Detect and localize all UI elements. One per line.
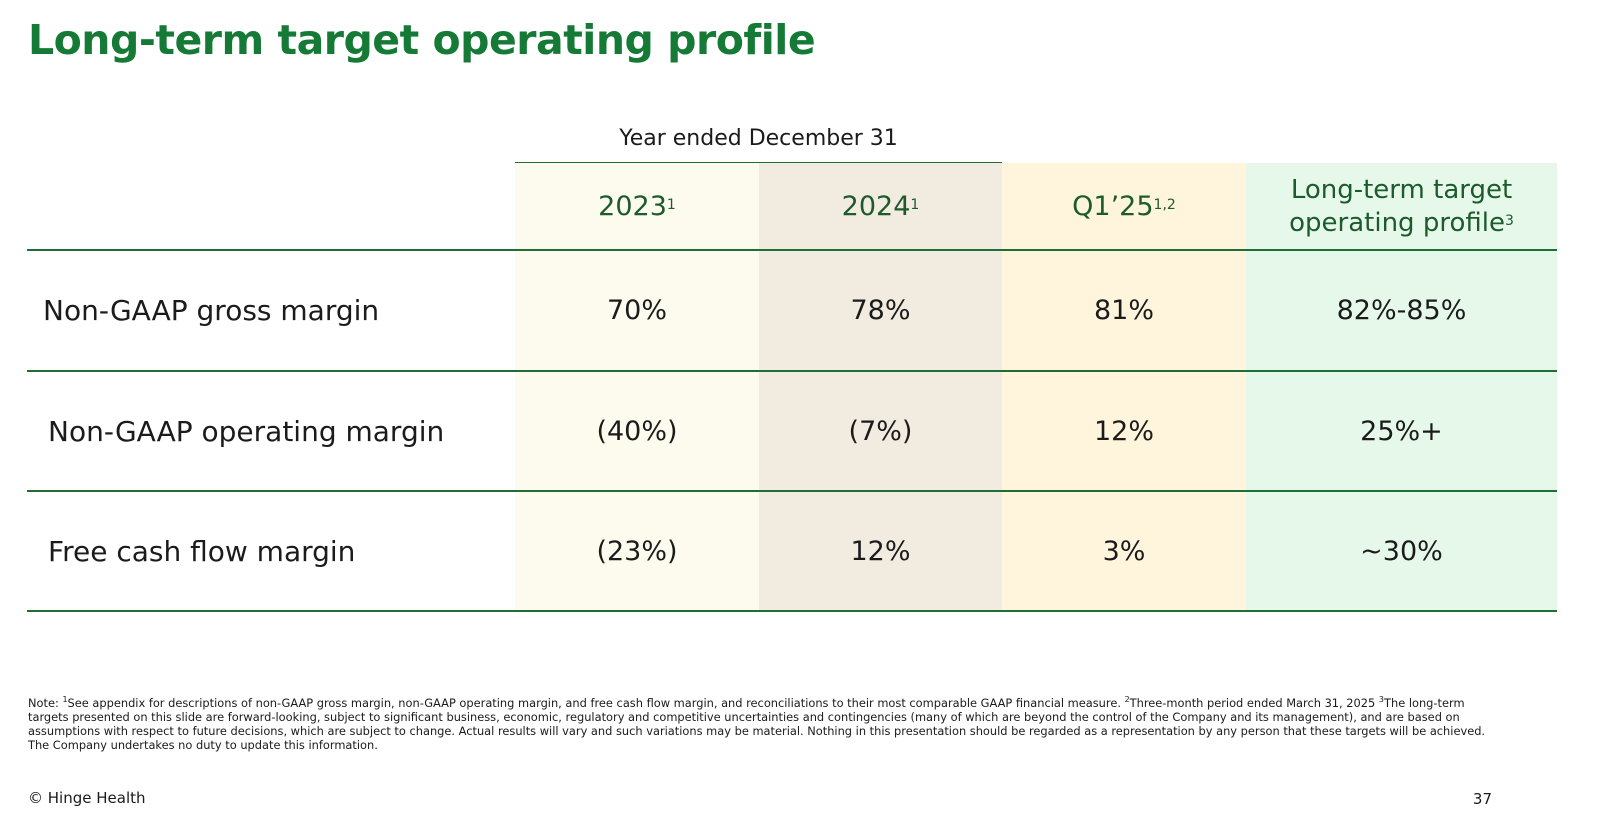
footnote-text: Note: 1See appendix for descriptions of …	[28, 693, 1508, 752]
value-2024: 78%	[850, 295, 911, 326]
copyright-footer: © Hinge Health	[28, 789, 146, 807]
column-header-2024: 2024 1	[759, 163, 1002, 250]
year-ended-header: Year ended December 31	[515, 126, 1002, 164]
note-text-1: See appendix for descriptions of non-GAA…	[67, 695, 1125, 710]
footnote-marker: 1	[910, 196, 920, 213]
column-header-label-line1: Long-term target	[1290, 174, 1513, 205]
column-2024-background	[759, 163, 1002, 612]
note-text-3: The long-term targets presented on this …	[28, 695, 1486, 752]
footnote-marker: 1,2	[1153, 196, 1176, 213]
row-label: Non-GAAP gross margin	[43, 294, 380, 327]
header-divider	[27, 249, 1557, 251]
column-2023-background	[515, 163, 759, 612]
table-bottom-rule	[27, 610, 1557, 612]
column-header-label: 2024	[841, 191, 911, 222]
value-2023: (40%)	[596, 416, 678, 447]
value-q1-25: 12%	[1093, 416, 1154, 447]
footnote-marker: 3	[1504, 212, 1514, 229]
value-long-term-target: 82%-85%	[1336, 295, 1467, 326]
column-q1-25-background	[1002, 163, 1246, 612]
table-row-free-cash-flow-margin: Free cash flow margin (23%) 12% 3% ~30%	[27, 492, 1557, 611]
note-prefix: Note:	[28, 695, 63, 710]
column-header-label-line2: operating profile	[1289, 207, 1505, 238]
row-label: Free cash flow margin	[48, 535, 356, 568]
table-row-gross-margin: Non-GAAP gross margin 70% 78% 81% 82%-85…	[27, 251, 1557, 370]
value-long-term-target: 25%+	[1360, 416, 1443, 447]
footnote-marker: 1	[666, 196, 676, 213]
column-header-2023: 2023 1	[515, 163, 759, 250]
table-header-row: 2023 1 2024 1 Q1’25 1,2 Long-term target op…	[27, 163, 1557, 250]
value-2023: (23%)	[596, 536, 678, 567]
footnote-marker: 2	[1124, 695, 1130, 704]
value-2024: (7%)	[848, 416, 913, 447]
value-long-term-target: ~30%	[1360, 536, 1443, 567]
value-q1-25: 3%	[1102, 536, 1146, 567]
row-divider	[27, 490, 1557, 492]
value-q1-25: 81%	[1093, 295, 1154, 326]
column-header-long-term-target: Long-term target operating profile3	[1246, 163, 1557, 250]
note-text-2: Three-month period ended March 31, 2025	[1129, 695, 1379, 710]
table-row-operating-margin: Non-GAAP operating margin (40%) (7%) 12%…	[27, 372, 1557, 491]
footnote-marker: 1	[62, 695, 68, 704]
column-long-term-target-background	[1246, 163, 1557, 612]
page-title: Long-term target operating profile	[28, 16, 816, 64]
value-2024: 12%	[850, 536, 911, 567]
footnote-marker: 3	[1378, 695, 1385, 704]
column-header-q1-25: Q1’25 1,2	[1002, 163, 1246, 250]
column-header-label: Q1’25	[1072, 191, 1154, 222]
row-divider	[27, 370, 1557, 372]
row-label: Non-GAAP operating margin	[48, 415, 445, 448]
column-header-label: 2023	[598, 191, 667, 222]
page-number: 37	[1472, 790, 1492, 808]
value-2023: 70%	[606, 295, 667, 326]
